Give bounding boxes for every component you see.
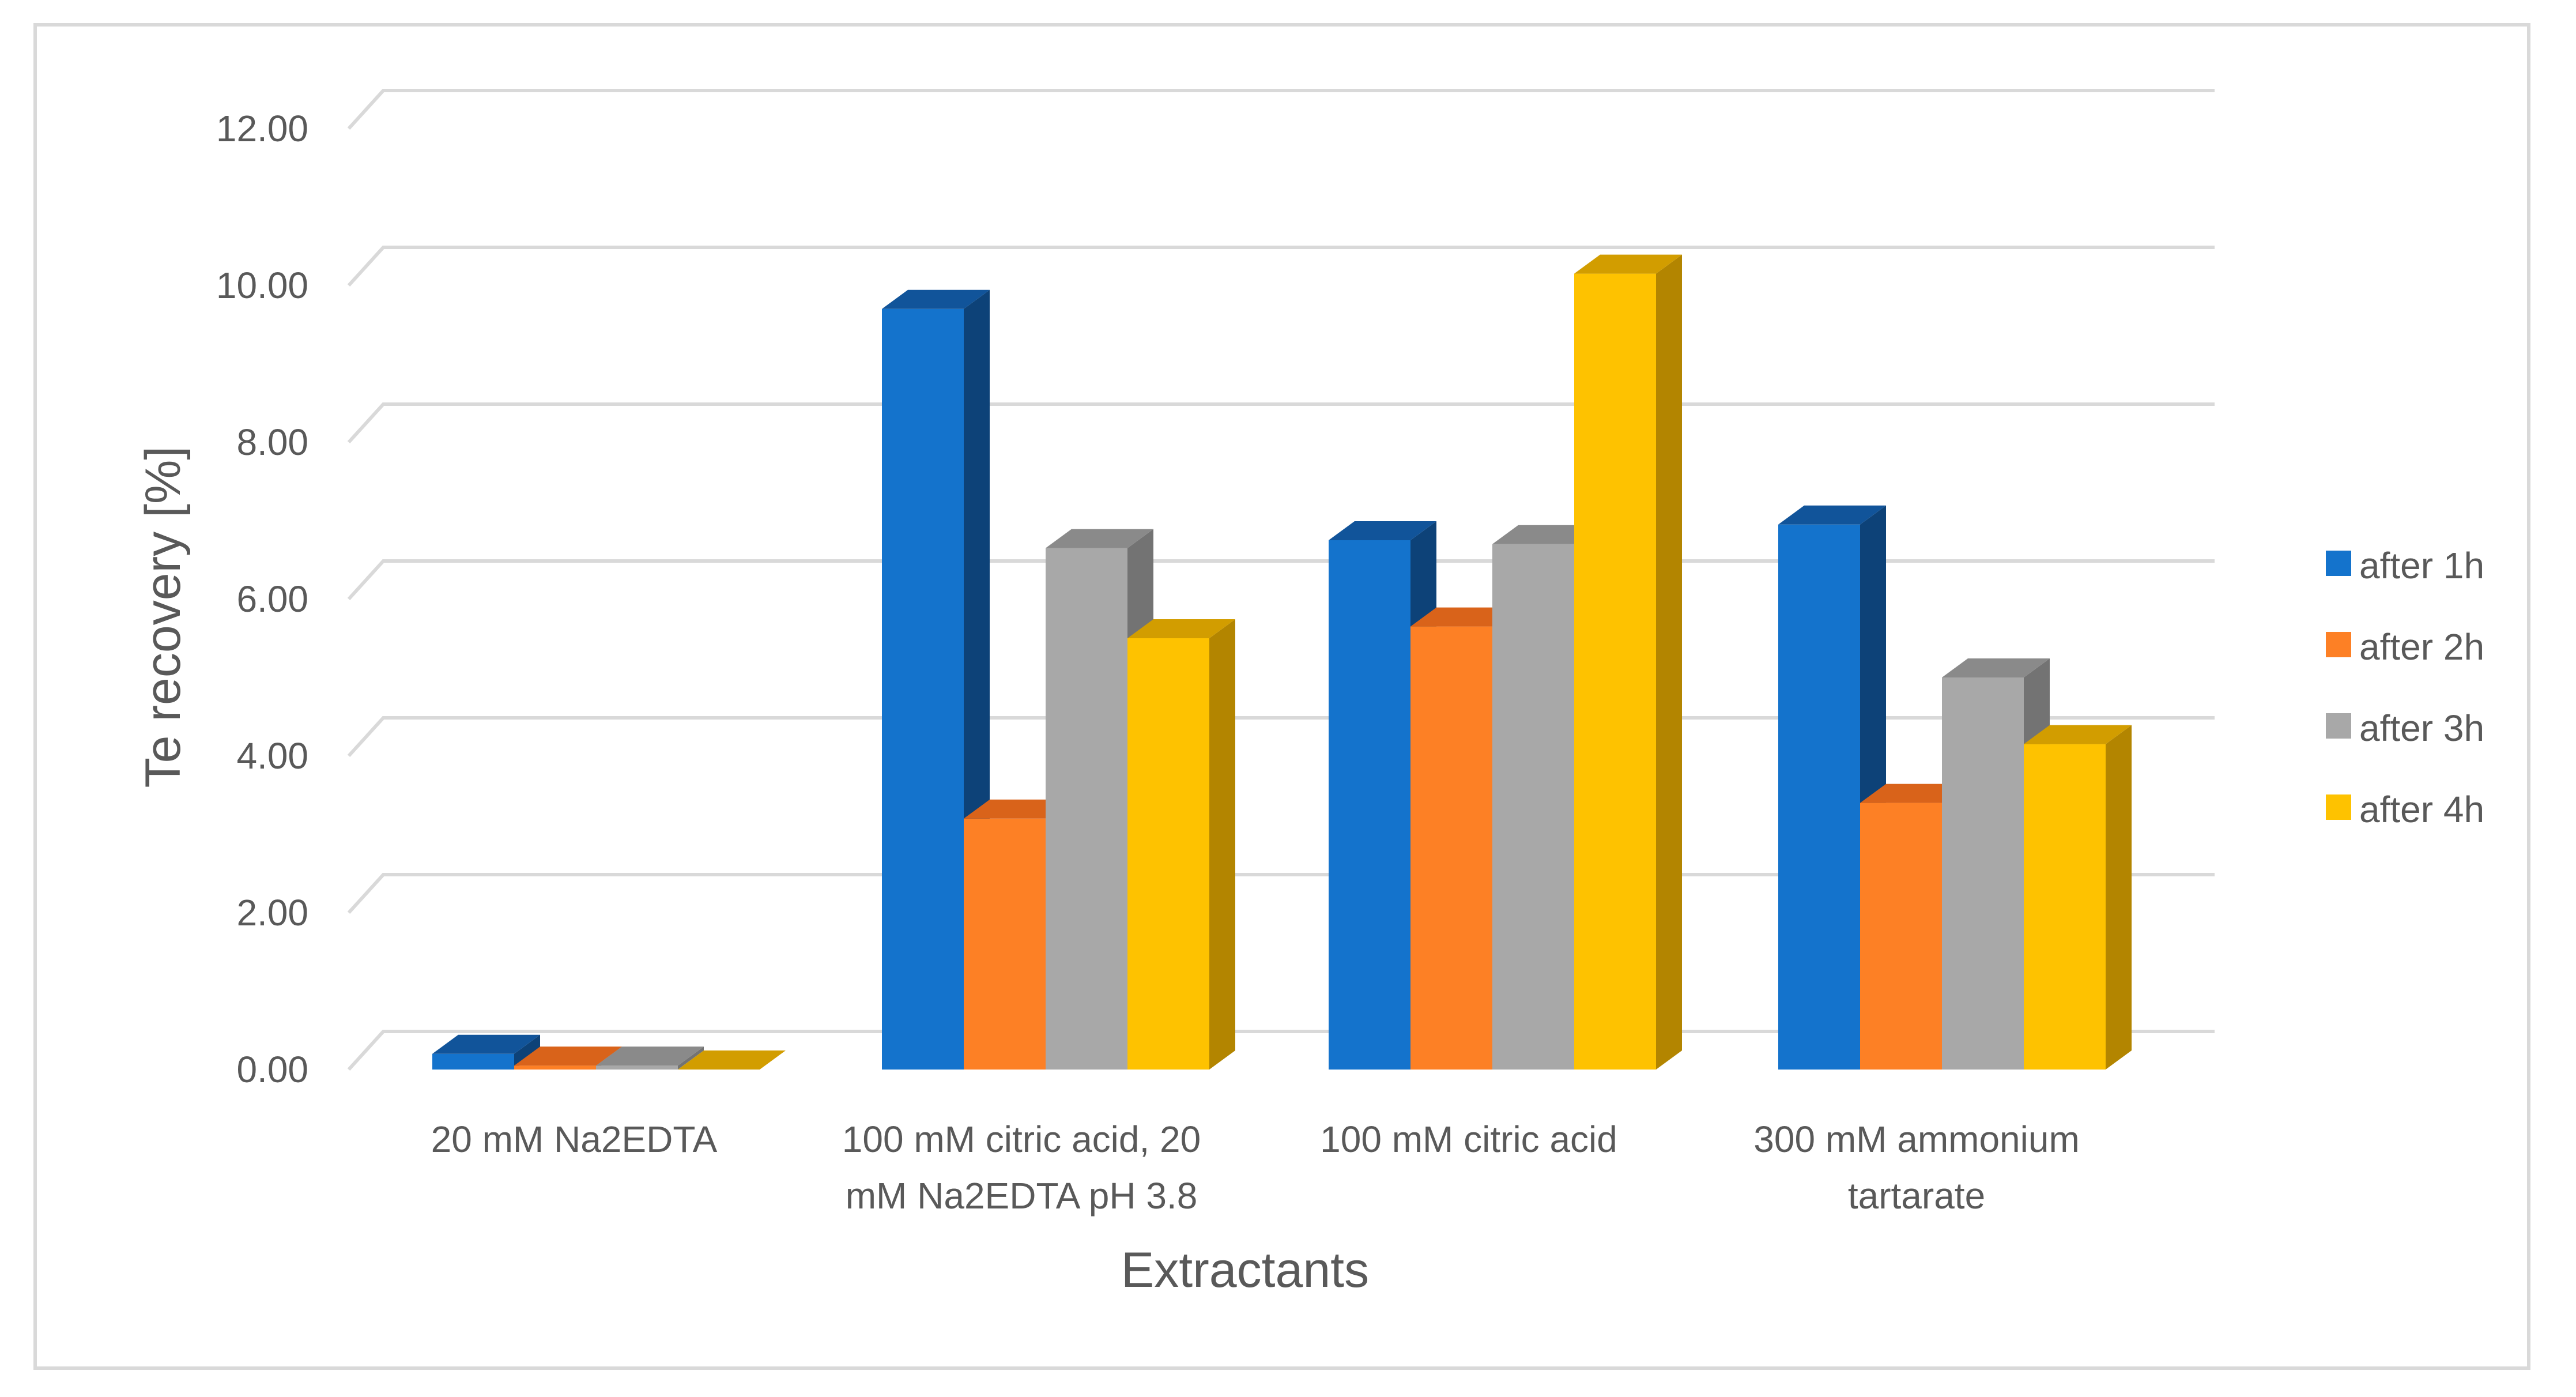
bar-group bbox=[1778, 505, 2132, 1070]
bar-top bbox=[596, 1046, 704, 1066]
legend-label: after 3h bbox=[2359, 707, 2484, 749]
legend-swatch bbox=[2326, 632, 2351, 657]
y-tick-label: 4.00 bbox=[236, 735, 308, 777]
bar-front bbox=[1860, 803, 1942, 1070]
gridline bbox=[347, 89, 2215, 130]
y-tick-label: 6.00 bbox=[236, 578, 308, 620]
legend-swatch bbox=[2326, 713, 2351, 739]
legend-label: after 4h bbox=[2359, 789, 2484, 830]
bar bbox=[432, 1034, 540, 1070]
y-tick-label: 2.00 bbox=[236, 892, 308, 933]
bar-group bbox=[1329, 254, 1682, 1070]
y-axis-ticks: 0.00 2.00 4.00 6.00 8.00 10.00 12.00 bbox=[216, 108, 308, 1090]
bar-group bbox=[882, 289, 1235, 1070]
bar-front bbox=[514, 1065, 596, 1070]
bar-front bbox=[2024, 744, 2106, 1070]
bar-side bbox=[2106, 725, 2132, 1070]
bar-top bbox=[678, 1050, 786, 1070]
bar-front bbox=[1492, 544, 1574, 1070]
bar-top bbox=[964, 799, 1072, 819]
bar-front bbox=[1778, 524, 1860, 1070]
legend: after 1h after 2h after 3h after 4h bbox=[2326, 545, 2484, 830]
bar-front bbox=[882, 308, 964, 1070]
legend-item: after 3h bbox=[2326, 707, 2484, 749]
bar-front bbox=[1942, 677, 2024, 1070]
y-tick-label: 10.00 bbox=[216, 265, 308, 306]
x-category-label: 300 mM ammonium tartarate bbox=[1753, 1119, 2080, 1217]
bar-side bbox=[1656, 254, 1682, 1070]
bar-top bbox=[1127, 619, 1235, 638]
legend-swatch bbox=[2326, 551, 2351, 576]
bar bbox=[1127, 619, 1235, 1070]
bar-front bbox=[596, 1065, 678, 1070]
bar-top bbox=[882, 289, 990, 309]
x-category-label: 20 mM Na2EDTA bbox=[431, 1119, 718, 1160]
y-tick-label: 0.00 bbox=[236, 1049, 308, 1090]
x-category-label: 100 mM citric acid bbox=[1320, 1119, 1617, 1160]
y-tick-label: 12.00 bbox=[216, 108, 308, 149]
bar-front bbox=[1046, 548, 1127, 1070]
legend-label: after 2h bbox=[2359, 626, 2484, 668]
legend-item: after 1h bbox=[2326, 545, 2484, 586]
legend-swatch bbox=[2326, 794, 2351, 820]
x-axis-title: Extractants bbox=[1121, 1242, 1369, 1298]
bar-top bbox=[1329, 521, 1436, 540]
bar-top bbox=[1574, 254, 1682, 274]
bar-group bbox=[432, 1034, 786, 1070]
bar-top bbox=[514, 1046, 622, 1066]
bar-front bbox=[1127, 638, 1209, 1070]
bar-top bbox=[1860, 784, 1968, 803]
legend-label: after 1h bbox=[2359, 545, 2484, 586]
bar bbox=[596, 1046, 704, 1070]
x-category-label: 100 mM citric acid, 20 mM Na2EDTA pH 3.8 bbox=[842, 1119, 1201, 1217]
bar-top bbox=[1942, 658, 2050, 677]
bar-front bbox=[432, 1053, 514, 1070]
bar-top bbox=[1778, 505, 1886, 525]
chart-frame bbox=[33, 23, 2530, 1370]
bar-top bbox=[2024, 725, 2132, 744]
bar-top bbox=[1492, 525, 1600, 544]
legend-item: after 2h bbox=[2326, 626, 2484, 668]
bar-front bbox=[1574, 273, 1656, 1070]
bar bbox=[2024, 725, 2132, 1070]
y-tick-label: 8.00 bbox=[236, 421, 308, 463]
bar-front bbox=[964, 818, 1046, 1070]
bar-side bbox=[678, 1046, 704, 1070]
bar-top bbox=[1410, 607, 1518, 627]
gridline bbox=[347, 246, 2215, 287]
legend-item: after 4h bbox=[2326, 789, 2484, 830]
y-axis-title: Te recovery [%] bbox=[135, 446, 191, 788]
bar-front bbox=[1410, 626, 1492, 1070]
bar-front bbox=[1329, 540, 1410, 1070]
gridline bbox=[347, 716, 2215, 758]
bar bbox=[678, 1050, 786, 1070]
gridline bbox=[347, 402, 2215, 444]
bar-top bbox=[1046, 529, 1153, 548]
bar-side bbox=[1209, 619, 1235, 1070]
gridline bbox=[347, 559, 2215, 601]
bar-top bbox=[432, 1034, 540, 1054]
bar bbox=[1574, 254, 1682, 1070]
bars bbox=[432, 254, 2132, 1070]
category-labels: 20 mM Na2EDTA 100 mM citric acid, 20 mM Na… bbox=[431, 1119, 2080, 1217]
